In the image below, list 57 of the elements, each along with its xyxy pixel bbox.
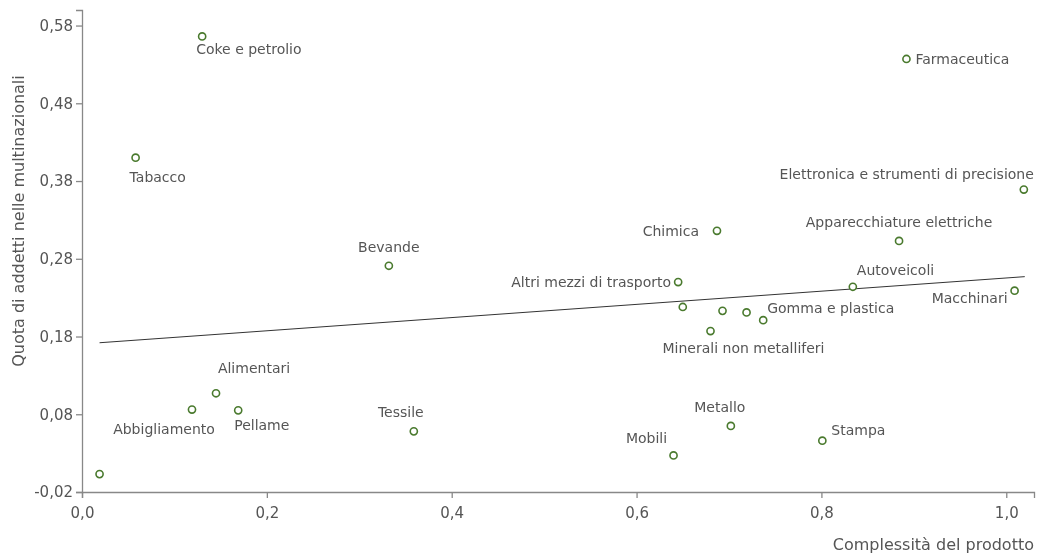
x-tick-label: 0,6 <box>625 503 649 522</box>
annotation: Abbigliamento <box>113 420 215 437</box>
y-tick-label: 0,18 <box>39 327 73 346</box>
annotation: Minerali non metalliferi <box>662 340 825 357</box>
y-tick-label: 0,58 <box>39 16 73 35</box>
x-tick-label: 0,4 <box>440 503 465 522</box>
y-tick-label: -0,02 <box>34 483 73 502</box>
point <box>409 427 419 436</box>
annotation: Chimica <box>642 222 699 239</box>
y-tick-label: 0,08 <box>39 405 73 424</box>
y-axis-title: Quota di addetti nelle multinazionali <box>9 75 28 367</box>
point <box>894 236 904 246</box>
annotation: Bevande <box>358 238 420 255</box>
point <box>902 54 911 64</box>
y-tick-label: 0,28 <box>39 250 73 269</box>
point <box>669 451 678 460</box>
point <box>131 153 140 163</box>
point <box>678 302 688 312</box>
annotation: Elettronica e strumenti di precisione <box>779 165 1034 182</box>
annotation: Coke e petrolio <box>196 41 302 58</box>
point <box>848 282 858 292</box>
annotation: Apparecchiature elettriche <box>805 213 993 230</box>
x-tick-label: 0,2 <box>255 503 280 522</box>
annotation: Autoveicoli <box>856 261 935 278</box>
annotation: Pellame <box>234 417 290 434</box>
point <box>817 436 827 446</box>
annotation: Stampa <box>831 421 886 438</box>
point <box>742 308 751 317</box>
annotation: Metallo <box>694 398 746 415</box>
y-tick-label: 0,48 <box>39 94 73 113</box>
x-tick-label: 0,8 <box>809 503 834 522</box>
annotation: Macchinari <box>931 289 1008 306</box>
annotation: Mobili <box>625 430 668 447</box>
annotation: Tabacco <box>128 168 186 185</box>
x-tick-label: 1,0 <box>994 503 1019 522</box>
point <box>726 421 736 431</box>
annotation: Farmaceutica <box>915 50 1010 67</box>
x-tick-label: 0,0 <box>70 503 95 522</box>
point <box>712 226 722 236</box>
point <box>673 277 683 287</box>
point <box>95 469 104 479</box>
y-tick-label: 0,38 <box>39 172 73 191</box>
point <box>718 306 727 316</box>
point <box>197 32 207 41</box>
point <box>1010 286 1019 296</box>
annotation: Gomma e plastica <box>767 300 895 317</box>
annotation: Tessile <box>376 404 424 421</box>
point <box>758 315 768 325</box>
point <box>1019 185 1029 194</box>
point <box>384 261 394 271</box>
point <box>233 406 243 415</box>
annotation: Altri mezzi di trasporto <box>511 274 672 291</box>
point <box>706 326 715 336</box>
x-axis-title: Complessità del prodotto <box>832 535 1034 554</box>
annotation: Alimentari <box>217 360 291 377</box>
point <box>211 388 221 398</box>
point <box>187 405 197 414</box>
